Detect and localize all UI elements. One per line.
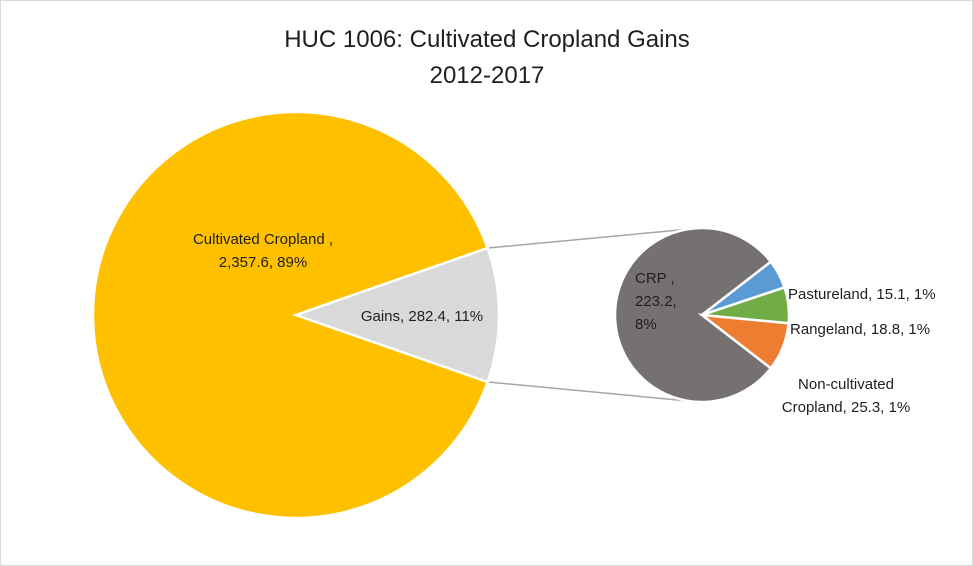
- data-label-cultivated-cropland: Cultivated Cropland , 2,357.6, 89%: [193, 231, 333, 271]
- connector-lines: [487, 228, 691, 402]
- data-label-crp: CRP , 223.2, 8%: [635, 270, 677, 333]
- chart-title: HUC 1006: Cultivated Cropland Gains: [284, 26, 690, 53]
- pie-slice-cultivated-cropland: [91, 110, 490, 520]
- data-label-pastureland: Pastureland, 15.1, 1%: [788, 286, 936, 303]
- connector-line-bottom: [487, 381, 689, 402]
- pie-slice-non-cultivated-cropland: [697, 313, 790, 370]
- connector-line-top: [487, 228, 691, 249]
- data-label-gains: Gains, 282.4, 11%: [361, 308, 483, 325]
- pie-slice-gains: [292, 246, 501, 384]
- data-label-rangeland: Rangeland, 18.8, 1%: [790, 321, 930, 338]
- pie-slice-crp: [613, 226, 773, 404]
- main-pie: [91, 110, 501, 520]
- chart-subtitle: 2012-2017: [430, 62, 545, 89]
- data-label-non-cultivated-cropland: Non-cultivated Cropland, 25.3, 1%: [782, 376, 910, 416]
- data-labels: Cultivated Cropland , 2,357.6, 89% Gains, …: [193, 231, 936, 416]
- secondary-pie: [613, 226, 791, 404]
